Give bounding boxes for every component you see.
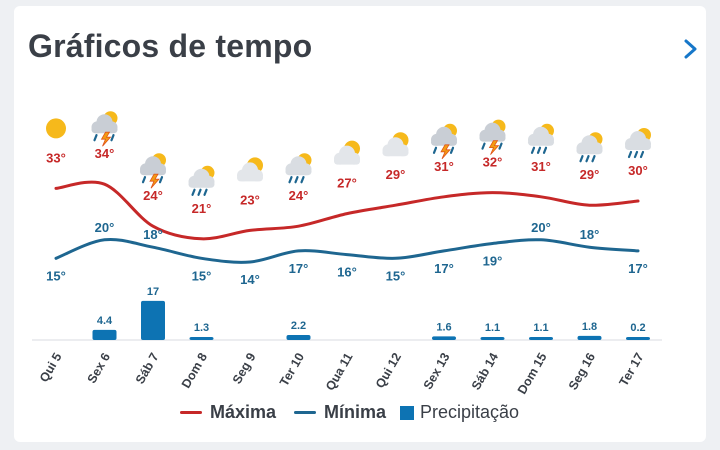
chevron-right-icon[interactable]	[676, 34, 706, 64]
min-temp-label: 15°	[386, 268, 406, 283]
max-temp-label: 27°	[337, 176, 357, 191]
precip-label: 1.3	[194, 322, 209, 334]
legend-precip: Precipitação	[400, 402, 519, 423]
weather-chart: 33° 34° 24° 21° 23° 24° 27° 29° 31° 32° 31° 29° 30° 1…	[32, 111, 662, 397]
precip-bar	[92, 329, 117, 340]
day-tick-label: Sex 6	[85, 350, 113, 385]
precip-bar	[432, 336, 456, 340]
precip-bar	[529, 337, 553, 340]
max-temp-label: 29°	[386, 167, 406, 182]
precip-label: 1.8	[582, 321, 597, 333]
min-temp-label: 18°	[143, 227, 163, 242]
min-temp-label: 19°	[483, 254, 503, 269]
day-tick-label: Ter 10	[277, 350, 307, 388]
rain-icon	[188, 165, 215, 196]
max-temp-label: 23°	[240, 192, 260, 207]
day-tick-label: Seg 16	[566, 350, 598, 392]
precip-label: 2.2	[291, 320, 306, 332]
precip-label: 1.6	[436, 321, 451, 333]
precip-label: 4.4	[97, 315, 113, 327]
day-tick-label: Sex 13	[421, 350, 453, 391]
min-temp-line	[54, 237, 640, 264]
legend-max-swatch	[180, 411, 202, 414]
sun-icon	[46, 118, 66, 139]
legend-min-label: Mínima	[324, 402, 387, 422]
min-temp-label: 20°	[531, 220, 551, 235]
precip-bar	[480, 337, 505, 340]
legend-precip-swatch	[400, 405, 414, 420]
day-tick-label: Dom 15	[515, 350, 550, 396]
day-tick-label: Sáb 14	[469, 350, 501, 392]
day-tick-label: Seg 9	[230, 350, 259, 386]
precip-label: 0.2	[630, 322, 645, 334]
legend-precip-label: Precipitação	[420, 402, 520, 422]
min-temp-label: 15°	[46, 268, 66, 283]
day-tick-label: Qui 12	[373, 350, 404, 390]
rain-icon	[285, 153, 312, 184]
min-temp-label: 15°	[192, 268, 212, 283]
thunderstorm-icon	[140, 153, 166, 189]
precip-label: 17	[147, 286, 159, 298]
day-tick-label: Qui 5	[37, 350, 65, 384]
min-temp-label: 20°	[95, 220, 115, 235]
min-temp-label: 17°	[434, 261, 454, 276]
legend-min: Mínima	[294, 402, 386, 423]
weather-charts-card	[14, 6, 706, 442]
partly-cloudy-icon	[334, 140, 360, 165]
legend-min-swatch	[294, 411, 316, 414]
precip-label: 1.1	[485, 322, 500, 334]
max-temp-label: 30°	[628, 163, 648, 178]
precip-bar	[626, 337, 650, 340]
max-temp-label: 21°	[192, 201, 212, 216]
precip-bar	[577, 335, 602, 340]
max-temp-label: 33°	[46, 150, 66, 165]
min-temp-label: 14°	[240, 272, 260, 287]
min-temp-label: 17°	[289, 261, 309, 276]
day-tick-label: Qua 11	[323, 350, 356, 393]
max-temp-label: 24°	[143, 188, 163, 203]
day-tick-label: Ter 17	[617, 350, 647, 388]
precip-bar	[141, 300, 165, 340]
day-tick-label: Sáb 7	[133, 350, 162, 386]
page-title: Gráficos de tempo	[28, 28, 313, 64]
thunderstorm-icon	[91, 111, 118, 147]
rain-icon	[625, 128, 651, 159]
max-temp-label: 31°	[434, 159, 454, 174]
chart-legend: Máxima Mínima Precipitação	[0, 402, 720, 426]
partly-cloudy-icon	[237, 157, 263, 182]
rain-icon	[576, 132, 603, 163]
max-temp-line	[54, 180, 640, 241]
max-temp-label: 34°	[95, 146, 115, 161]
legend-max-label: Máxima	[210, 402, 277, 422]
max-temp-label: 31°	[531, 159, 551, 174]
precip-label: 1.1	[533, 322, 548, 334]
min-temp-label: 18°	[580, 227, 600, 242]
partly-cloudy-icon	[382, 132, 409, 157]
thunderstorm-icon	[479, 119, 506, 155]
rain-icon	[528, 123, 554, 154]
precip-bar	[189, 337, 214, 340]
thunderstorm-icon	[431, 123, 457, 160]
max-temp-label: 24°	[289, 188, 309, 203]
precip-bar	[286, 334, 311, 340]
min-temp-label: 17°	[628, 261, 648, 276]
min-temp-label: 16°	[337, 265, 357, 280]
legend-max: Máxima	[180, 402, 276, 423]
day-tick-label: Dom 8	[179, 350, 210, 390]
max-temp-label: 29°	[580, 167, 600, 182]
max-temp-label: 32°	[483, 155, 503, 170]
